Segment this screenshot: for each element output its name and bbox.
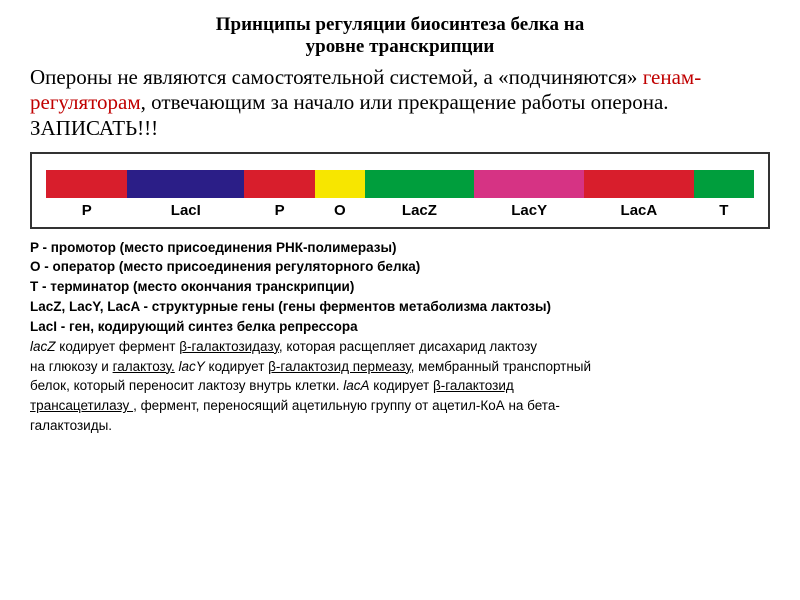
para-part-1: Опероны не являются самостоятельной сист… [30,65,643,89]
legend-lacz-line: lacZ кодирует фермент β-галактозидазу, к… [30,338,770,356]
legend-laca-line-1: белок, который переносит лактозу внутрь … [30,377,770,395]
intro-paragraph: Опероны не являются самостоятельной сист… [30,65,770,142]
legend-p: P - промотор (место присоединения РНК-по… [30,239,770,257]
text: lacY [175,359,205,374]
text: кодирует фермент [56,339,180,354]
link-beta-galactosidase[interactable]: β-галактозидазу [179,339,279,354]
segment-p [46,170,127,198]
text: lacZ [30,339,56,354]
segment-label-p: P [244,202,315,219]
legend-laci: LacI - ген, кодирующий синтез белка репр… [30,318,770,336]
segment-laca [584,170,694,198]
link-transacetylase-1[interactable]: β-галактозид [433,378,514,393]
legend-o: O - оператор (место присоединения регуля… [30,258,770,276]
page-title: Принципы регуляции биосинтеза белка на у… [30,14,770,59]
text: , фермент, переносящий ацетильную группу… [133,398,560,413]
segment-label-laci: LacI [127,202,244,219]
operon-bar [46,170,754,198]
text: кодирует [205,359,268,374]
legend-laca-line-2: трансацетилазу , фермент, переносящий ац… [30,397,770,415]
legend-structural: LacZ, LacY, LacA - структурные гены (ген… [30,298,770,316]
segment-laci [127,170,244,198]
slide: Принципы регуляции биосинтеза белка на у… [0,0,800,600]
text: , которая расщепляет дисахарид лактозу [279,339,537,354]
legend-last-line: галактозиды. [30,417,770,435]
legend-lacy-line: на глюкозу и галактозу. lacY кодирует β-… [30,358,770,376]
segment-p [244,170,315,198]
segment-t [694,170,754,198]
segment-label-lacz: LacZ [365,202,475,219]
segment-label-t: T [694,202,754,219]
segment-label-laca: LacA [584,202,694,219]
segment-label-p: P [46,202,127,219]
operon-diagram: PLacIPOLacZLacYLacAT [30,152,770,229]
legend: P - промотор (место присоединения РНК-по… [30,239,770,435]
link-galactose[interactable]: галактозу. [113,359,175,374]
link-permease[interactable]: β-галактозид пермеазу [268,359,411,374]
text: белок, который переносит лактозу внутрь … [30,378,343,393]
text: кодирует [370,378,433,393]
text: lacA [343,378,369,393]
segment-label-o: O [315,202,365,219]
segment-lacz [365,170,475,198]
segment-lacy [474,170,584,198]
segment-o [315,170,365,198]
text: на глюкозу и [30,359,113,374]
link-transacetylase-2[interactable]: трансацетилазу [30,398,133,413]
legend-t: T - терминатор (место окончания транскри… [30,278,770,296]
title-line-1: Принципы регуляции биосинтеза белка на [216,14,584,35]
text: , мембранный транспортный [411,359,591,374]
title-line-2: уровне транскрипции [306,36,495,57]
segment-label-lacy: LacY [474,202,584,219]
operon-labels: PLacIPOLacZLacYLacAT [46,202,754,219]
